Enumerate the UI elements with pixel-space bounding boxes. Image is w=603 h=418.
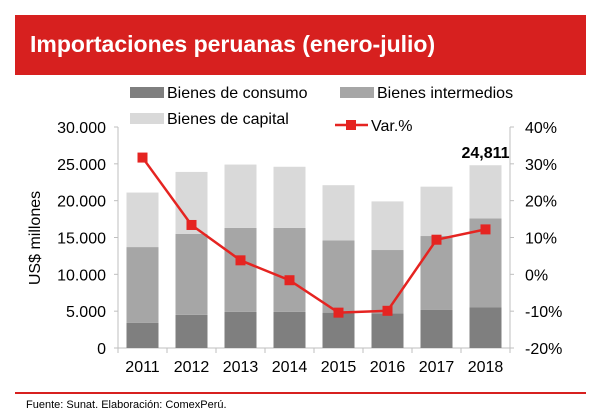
bar-bienes-intermedios [371,250,404,314]
y-tick-label: 25.000 [57,157,106,174]
y-tick-label: 15.000 [57,231,106,248]
var-marker [333,307,344,318]
y-tick-label: 10.000 [57,267,106,284]
bar-bienes-de-capital [420,186,453,237]
title-band [15,15,586,75]
legend-label: Var.% [371,118,413,135]
var-marker [284,275,295,286]
y2-tick-label: 0% [525,267,548,284]
var-marker [235,255,246,266]
bar-bienes-de-capital [371,201,404,251]
bar-bienes-de-consumo [273,311,306,348]
x-tick-label: 2012 [174,359,210,376]
legend-label: Bienes de capital [167,111,289,128]
bar-bienes-intermedios [322,240,355,313]
y-tick-label: 30.000 [57,120,106,137]
y2-tick-label: 10% [525,231,557,248]
legend-swatch [130,87,164,98]
legend-label: Bienes intermedios [377,85,513,102]
bar-bienes-de-consumo [371,313,404,348]
legend-marker [346,120,356,130]
legend-swatch [130,113,164,124]
source-note: Fuente: Sunat. Elaboración: ComexPerú. [26,399,227,411]
bar-bienes-de-consumo [224,311,257,348]
x-tick-label: 2015 [321,359,357,376]
y-axis-title: US$ millones [27,191,44,285]
y2-tick-label: -10% [525,304,562,321]
var-marker [431,234,442,245]
bar-bienes-de-consumo [322,312,355,348]
y-tick-label: 20.000 [57,194,106,211]
bar-bienes-de-capital [469,165,502,219]
bar-bienes-de-consumo [420,309,453,348]
bar-bienes-intermedios [126,247,159,323]
y2-tick-label: 20% [525,194,557,211]
legend-label: Bienes de consumo [167,85,308,102]
var-marker [382,305,393,316]
y2-tick-label: 30% [525,157,557,174]
y-tick-label: 5.000 [66,304,106,321]
var-marker [480,224,491,235]
bar-bienes-de-capital [126,192,159,248]
x-tick-label: 2017 [419,359,455,376]
bar-bienes-de-consumo [175,314,208,348]
bar-bienes-intermedios [420,236,453,310]
var-marker [137,152,148,163]
x-tick-label: 2018 [468,359,504,376]
bar-bienes-de-capital [224,164,257,228]
x-tick-label: 2014 [272,359,308,376]
y2-tick-label: -20% [525,341,562,358]
x-tick-label: 2016 [370,359,406,376]
var-line [141,156,486,314]
bar-bienes-de-capital [273,166,306,228]
y2-tick-label: 40% [525,120,557,137]
y-tick-label: 0 [97,341,106,358]
bar-bienes-intermedios [273,227,306,312]
x-tick-label: 2013 [223,359,259,376]
chart-title: Importaciones peruanas (enero-julio) [30,31,436,57]
bar-bienes-intermedios [175,233,208,315]
var-marker [186,219,197,230]
bar-bienes-de-consumo [469,307,502,348]
bar-bienes-de-consumo [126,322,159,348]
legend-swatch [340,87,374,98]
bar-bienes-intermedios [224,227,257,312]
x-tick-label: 2011 [125,359,160,376]
footer-rule [15,392,586,394]
total-label: 24,811 [461,145,509,162]
bar-bienes-de-capital [322,185,355,241]
